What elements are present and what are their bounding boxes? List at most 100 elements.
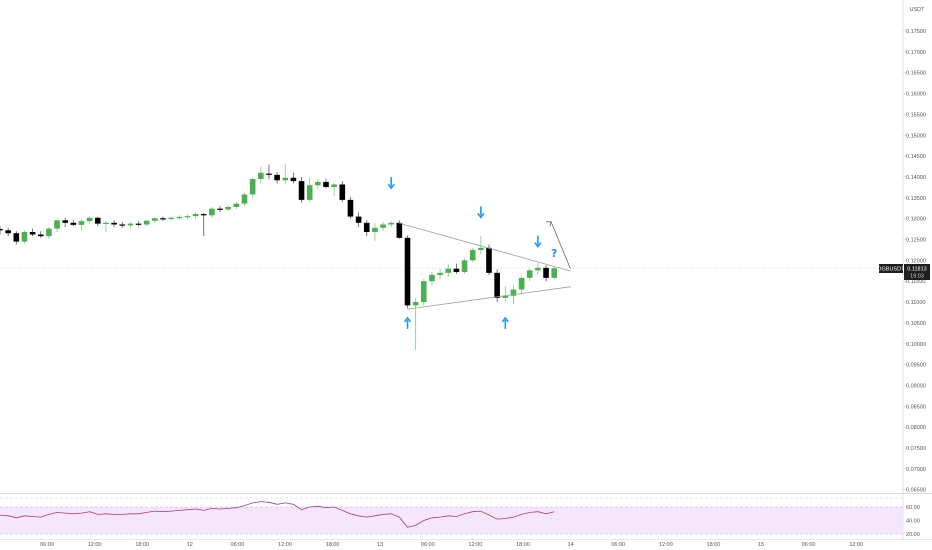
price-tick-label: 0.07000 [906, 467, 926, 473]
candle-body [421, 281, 427, 303]
candle-body [241, 194, 248, 204]
candle [372, 222, 378, 242]
candle-body [355, 216, 362, 223]
projection-arrow-line [550, 221, 571, 269]
candle [535, 262, 541, 275]
candle-body [192, 214, 199, 217]
price-tick-label: 0.17500 [906, 29, 926, 35]
candle-body [266, 173, 272, 175]
candle-body [135, 223, 142, 225]
candle [192, 212, 199, 219]
price-tick-label: 0.16500 [906, 71, 926, 77]
candle-body [249, 179, 256, 195]
symbol-badge: DGBUSDT [878, 267, 906, 273]
candle [429, 272, 435, 286]
price-tick-label: 0.06500 [906, 488, 926, 494]
candle [152, 217, 158, 223]
arrow-down-icon [477, 206, 485, 219]
candle [518, 276, 525, 295]
candle-body [372, 227, 378, 232]
candle-body [176, 216, 183, 219]
candle [412, 297, 419, 351]
candle [290, 172, 297, 184]
candle-body [13, 233, 20, 242]
price-tick-label: 0.11000 [906, 300, 925, 306]
candle [233, 201, 240, 210]
candle [306, 176, 313, 202]
time-tick-label: 12 [187, 542, 193, 548]
candle-body [62, 220, 68, 223]
candle [445, 264, 452, 278]
price-tick-label: 0.14500 [906, 154, 926, 160]
arrow-head [534, 242, 542, 248]
candle-body [486, 247, 492, 273]
candle-body [494, 272, 500, 298]
candle-body [502, 295, 509, 298]
candlestick-series [0, 164, 557, 351]
candle-body [469, 249, 476, 261]
candle [486, 244, 492, 275]
question-mark-label: ? [551, 247, 557, 260]
candle [21, 230, 28, 244]
candle-body [225, 206, 231, 210]
price-tick-label: 0.08000 [906, 425, 926, 431]
candle-body [412, 302, 419, 306]
candle [502, 286, 509, 302]
candle-body [233, 203, 240, 207]
candle-body [535, 267, 541, 271]
candle-body [29, 231, 36, 235]
candle [29, 228, 36, 237]
candle [347, 196, 354, 219]
candle-body [37, 234, 44, 237]
candle [217, 206, 223, 212]
price-tick-label: 0.10500 [906, 321, 926, 327]
time-tick-label: 06:00 [421, 542, 435, 548]
candle-body [95, 217, 101, 224]
candle [404, 235, 411, 309]
time-tick-label: 06:00 [40, 542, 54, 548]
candle [355, 212, 362, 227]
candle-body [298, 181, 305, 200]
candle-body [380, 224, 386, 228]
candle [551, 267, 557, 280]
candle-body [282, 177, 289, 181]
price-tick-label: 0.08500 [906, 404, 926, 410]
symbol-badge-bg [879, 264, 903, 273]
candle-body [339, 184, 346, 200]
candle [437, 268, 443, 280]
time-tick-label: 18:00 [135, 542, 149, 548]
price-tick-label: 0.13000 [906, 217, 926, 223]
time-tick-label: 13 [377, 542, 383, 548]
candle [282, 164, 289, 185]
rsi-tick-label: 40.00 [906, 519, 920, 525]
price-tick-label: 0.09500 [906, 363, 926, 369]
candle-body [46, 228, 52, 237]
candle-body [127, 223, 134, 226]
candle [70, 219, 77, 227]
candle-body [526, 270, 533, 278]
candle-body [103, 222, 109, 225]
candle [37, 231, 44, 238]
countdown-label: 19:03 [910, 274, 924, 280]
candle [461, 258, 468, 274]
price-tick-label: 0.10000 [906, 342, 926, 348]
rsi-tick-label: 20.00 [906, 532, 920, 538]
candle-body [184, 216, 191, 218]
candle [0, 226, 3, 235]
candle [331, 183, 337, 196]
candle [478, 236, 484, 255]
candle-body [453, 268, 460, 273]
rsi-line [0, 501, 555, 528]
candle-body [160, 218, 166, 220]
candle-body [551, 268, 557, 278]
candle [13, 231, 20, 245]
candle-body [306, 185, 313, 200]
candle-body [5, 230, 11, 234]
candle-body [478, 247, 484, 250]
candle-body [388, 222, 394, 225]
candle [160, 216, 166, 221]
candle-body [274, 174, 280, 181]
candle [388, 221, 394, 227]
price-tick-label: 0.16000 [906, 92, 926, 98]
